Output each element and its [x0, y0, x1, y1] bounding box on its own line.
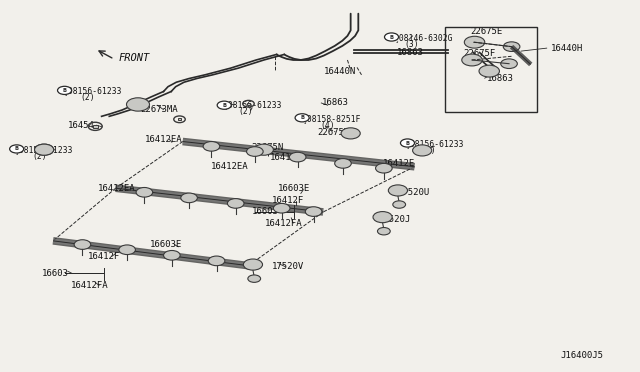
Circle shape [227, 199, 244, 208]
Text: (2): (2) [238, 108, 253, 116]
Circle shape [413, 145, 432, 156]
Text: 16603: 16603 [252, 208, 279, 217]
Circle shape [35, 144, 54, 155]
Text: (2): (2) [421, 146, 436, 155]
Text: 16412EA: 16412EA [98, 185, 136, 193]
Circle shape [35, 144, 54, 155]
FancyBboxPatch shape [93, 125, 97, 128]
Circle shape [273, 203, 290, 213]
Text: ¸08156-61233: ¸08156-61233 [223, 101, 282, 110]
Circle shape [503, 42, 520, 51]
Circle shape [289, 152, 306, 162]
Text: B: B [222, 103, 226, 108]
Circle shape [335, 158, 351, 168]
Text: ¸08156-61233: ¸08156-61233 [406, 139, 464, 148]
Text: (2): (2) [80, 93, 95, 102]
Circle shape [378, 228, 390, 235]
Circle shape [500, 59, 517, 68]
Text: 16863: 16863 [486, 74, 513, 83]
Text: ¸08156-61233: ¸08156-61233 [15, 145, 73, 154]
Text: (2): (2) [33, 152, 47, 161]
Circle shape [203, 141, 220, 151]
Text: 16603: 16603 [42, 269, 68, 278]
Circle shape [180, 193, 197, 203]
Text: 16454: 16454 [68, 121, 95, 130]
Text: ¸08156-61233: ¸08156-61233 [63, 86, 122, 95]
Circle shape [393, 201, 406, 208]
Text: 17520U: 17520U [398, 188, 430, 197]
Circle shape [246, 147, 263, 156]
Circle shape [373, 212, 392, 223]
FancyBboxPatch shape [246, 103, 250, 105]
Text: 22675E: 22675E [470, 27, 503, 36]
Text: FRONT: FRONT [118, 53, 150, 63]
Circle shape [479, 65, 499, 77]
Text: 16412F: 16412F [88, 252, 120, 261]
Text: 22675F: 22675F [463, 49, 495, 58]
Circle shape [136, 187, 153, 197]
Text: 16412E: 16412E [383, 158, 415, 167]
Bar [445, 27, 537, 112]
Circle shape [376, 163, 392, 173]
FancyBboxPatch shape [177, 118, 181, 121]
Text: B: B [15, 147, 19, 151]
Text: 16412F: 16412F [271, 196, 304, 205]
Text: B: B [63, 88, 67, 93]
Circle shape [465, 36, 484, 48]
Circle shape [243, 259, 262, 270]
Text: (4): (4) [320, 121, 335, 130]
Text: B: B [406, 141, 410, 145]
Circle shape [217, 101, 231, 109]
Text: 22675MB: 22675MB [317, 128, 355, 137]
Text: 16863: 16863 [397, 48, 424, 57]
Text: 22673MA: 22673MA [140, 105, 177, 114]
Text: 16863: 16863 [322, 99, 349, 108]
Circle shape [341, 128, 360, 139]
Text: 16412E: 16412E [269, 153, 302, 161]
Circle shape [401, 139, 415, 147]
Circle shape [248, 275, 260, 282]
Circle shape [254, 144, 273, 155]
Text: 16603E: 16603E [150, 240, 182, 249]
Text: J16400J5: J16400J5 [560, 351, 603, 360]
Circle shape [119, 245, 136, 254]
Text: B: B [300, 115, 304, 120]
Circle shape [305, 207, 322, 217]
Circle shape [58, 86, 72, 94]
Text: 16440N: 16440N [324, 67, 356, 76]
Text: 16440H: 16440H [551, 44, 584, 53]
Text: 17520J: 17520J [379, 215, 411, 224]
Circle shape [127, 98, 150, 111]
Text: 17520V: 17520V [271, 262, 304, 271]
Text: B: B [390, 35, 394, 39]
Text: 16412EA: 16412EA [145, 135, 182, 144]
Text: 16603E: 16603E [278, 185, 310, 193]
Circle shape [208, 256, 225, 266]
Text: ¸08158-8251F: ¸08158-8251F [302, 114, 360, 123]
Text: 16412FA: 16412FA [71, 281, 109, 290]
Circle shape [385, 33, 399, 41]
Circle shape [74, 240, 91, 249]
Text: ¸08146-6302G: ¸08146-6302G [394, 33, 452, 42]
Circle shape [295, 114, 309, 122]
Circle shape [164, 250, 180, 260]
Circle shape [388, 185, 408, 196]
Text: 16412EA: 16412EA [211, 162, 248, 171]
Text: 22675N: 22675N [251, 143, 284, 152]
Text: (3): (3) [404, 40, 419, 49]
Circle shape [462, 54, 482, 66]
Circle shape [10, 145, 24, 153]
Text: 16412FA: 16412FA [265, 219, 303, 228]
